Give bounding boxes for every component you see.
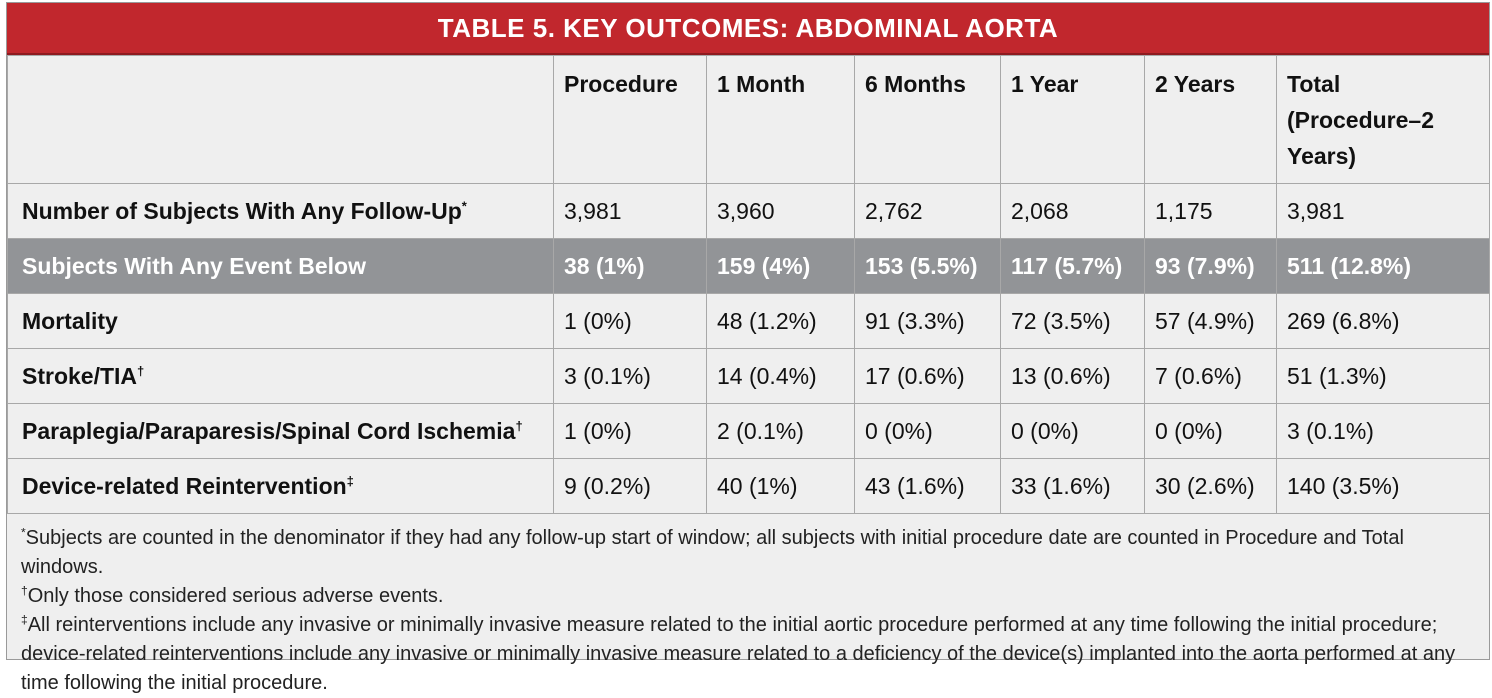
table-cell: 1 (0%) [553, 403, 707, 459]
table-cell: 269 (6.8%) [1276, 293, 1490, 349]
table-cell: 30 (2.6%) [1144, 458, 1277, 514]
table-cell: 48 (1.2%) [706, 293, 855, 349]
footnote-text: Subjects are counted in the denominator … [21, 527, 1404, 578]
footnote: *Subjects are counted in the denominator… [21, 524, 1475, 582]
row-label-text: Mortality [22, 307, 118, 334]
column-header-1-year: 1 Year [1000, 55, 1145, 184]
table-cell: 159 (4%) [706, 238, 855, 294]
table-cell: 91 (3.3%) [854, 293, 1001, 349]
header-row: Procedure 1 Month 6 Months 1 Year 2 Year… [7, 55, 1490, 184]
row-label: Subjects With Any Event Below [7, 238, 554, 294]
footnote-text: Only those considered serious adverse ev… [27, 585, 444, 607]
table-cell: 9 (0.2%) [553, 458, 707, 514]
table-cell: 2,762 [854, 183, 1001, 239]
table-cell: 38 (1%) [553, 238, 707, 294]
table-cell: 7 (0.6%) [1144, 348, 1277, 404]
row-label-text: Device-related Reintervention [22, 472, 347, 499]
footnote: ‡All reinterventions include any invasiv… [21, 611, 1475, 698]
row-label-text: Number of Subjects With Any Follow-Up [22, 197, 462, 224]
outcomes-table: Procedure 1 Month 6 Months 1 Year 2 Year… [7, 55, 1490, 514]
table-cell: 40 (1%) [706, 458, 855, 514]
table-cell: 57 (4.9%) [1144, 293, 1277, 349]
table-cell: 1,175 [1144, 183, 1277, 239]
row-label: Paraplegia/Paraparesis/Spinal Cord Ische… [7, 403, 554, 459]
table-cell: 2 (0.1%) [706, 403, 855, 459]
column-header-procedure: Procedure [553, 55, 707, 184]
footnotes: *Subjects are counted in the denominator… [7, 514, 1489, 698]
row-label-text: Subjects With Any Event Below [22, 252, 366, 279]
table-cell: 0 (0%) [1144, 403, 1277, 459]
table-cell: 13 (0.6%) [1000, 348, 1145, 404]
table-cell: 3 (0.1%) [1276, 403, 1490, 459]
table-panel: TABLE 5. KEY OUTCOMES: ABDOMINAL AORTA P… [6, 2, 1490, 694]
column-header-total: Total (Procedure–2 Years) [1276, 55, 1490, 184]
table-cell: 2,068 [1000, 183, 1145, 239]
table-cell: 3,981 [553, 183, 707, 239]
table-cell: 33 (1.6%) [1000, 458, 1145, 514]
footnote-mark: † [21, 583, 28, 598]
table-cell: 14 (0.4%) [706, 348, 855, 404]
table-cell: 0 (0%) [854, 403, 1001, 459]
table-row: Paraplegia/Paraparesis/Spinal Cord Ische… [7, 403, 1490, 459]
footnote-text: All reinterventions include any invasive… [21, 614, 1456, 694]
table-row: Subjects With Any Event Below 38 (1%) 159 … [7, 238, 1490, 294]
table-row: Device-related Reintervention‡ 9 (0.2%) 40… [7, 458, 1490, 514]
table-cell: 0 (0%) [1000, 403, 1145, 459]
column-header-2-years: 2 Years [1144, 55, 1277, 184]
footnote-mark: ‡ [21, 612, 28, 627]
footnote-mark: † [515, 417, 523, 433]
column-header-empty [7, 55, 554, 184]
column-header-1-month: 1 Month [706, 55, 855, 184]
table-cell: 3 (0.1%) [553, 348, 707, 404]
table-cell: 3,981 [1276, 183, 1490, 239]
table-row: Stroke/TIA† 3 (0.1%) 14 (0.4%) 17 (0.6%) 13 … [7, 348, 1490, 404]
table-cell: 511 (12.8%) [1276, 238, 1490, 294]
table-cell: 93 (7.9%) [1144, 238, 1277, 294]
footnote-mark: * [461, 197, 467, 213]
table-cell: 117 (5.7%) [1000, 238, 1145, 294]
table-cell: 51 (1.3%) [1276, 348, 1490, 404]
table-cell: 3,960 [706, 183, 855, 239]
footnote-mark: † [137, 362, 145, 378]
table-cell: 43 (1.6%) [854, 458, 1001, 514]
row-label: Stroke/TIA† [7, 348, 554, 404]
footnote: †Only those considered serious adverse e… [21, 582, 1475, 611]
row-label: Number of Subjects With Any Follow-Up* [7, 183, 554, 239]
table-cell: 1 (0%) [553, 293, 707, 349]
row-label-text: Stroke/TIA [22, 362, 138, 389]
table-cell: 72 (3.5%) [1000, 293, 1145, 349]
footnote-mark: ‡ [346, 472, 354, 488]
column-header-6-months: 6 Months [854, 55, 1001, 184]
table-cell: 17 (0.6%) [854, 348, 1001, 404]
table-cell: 140 (3.5%) [1276, 458, 1490, 514]
table-row: Mortality 1 (0%) 48 (1.2%) 91 (3.3%) 72 (3.5… [7, 293, 1490, 349]
table-cell: 153 (5.5%) [854, 238, 1001, 294]
footnote-mark: * [21, 525, 26, 540]
row-label-text: Paraplegia/Paraparesis/Spinal Cord Ische… [22, 417, 516, 444]
table-title: TABLE 5. KEY OUTCOMES: ABDOMINAL AORTA [7, 3, 1489, 55]
row-label: Mortality [7, 293, 554, 349]
row-label: Device-related Reintervention‡ [7, 458, 554, 514]
table-row: Number of Subjects With Any Follow-Up* 3,… [7, 183, 1490, 239]
